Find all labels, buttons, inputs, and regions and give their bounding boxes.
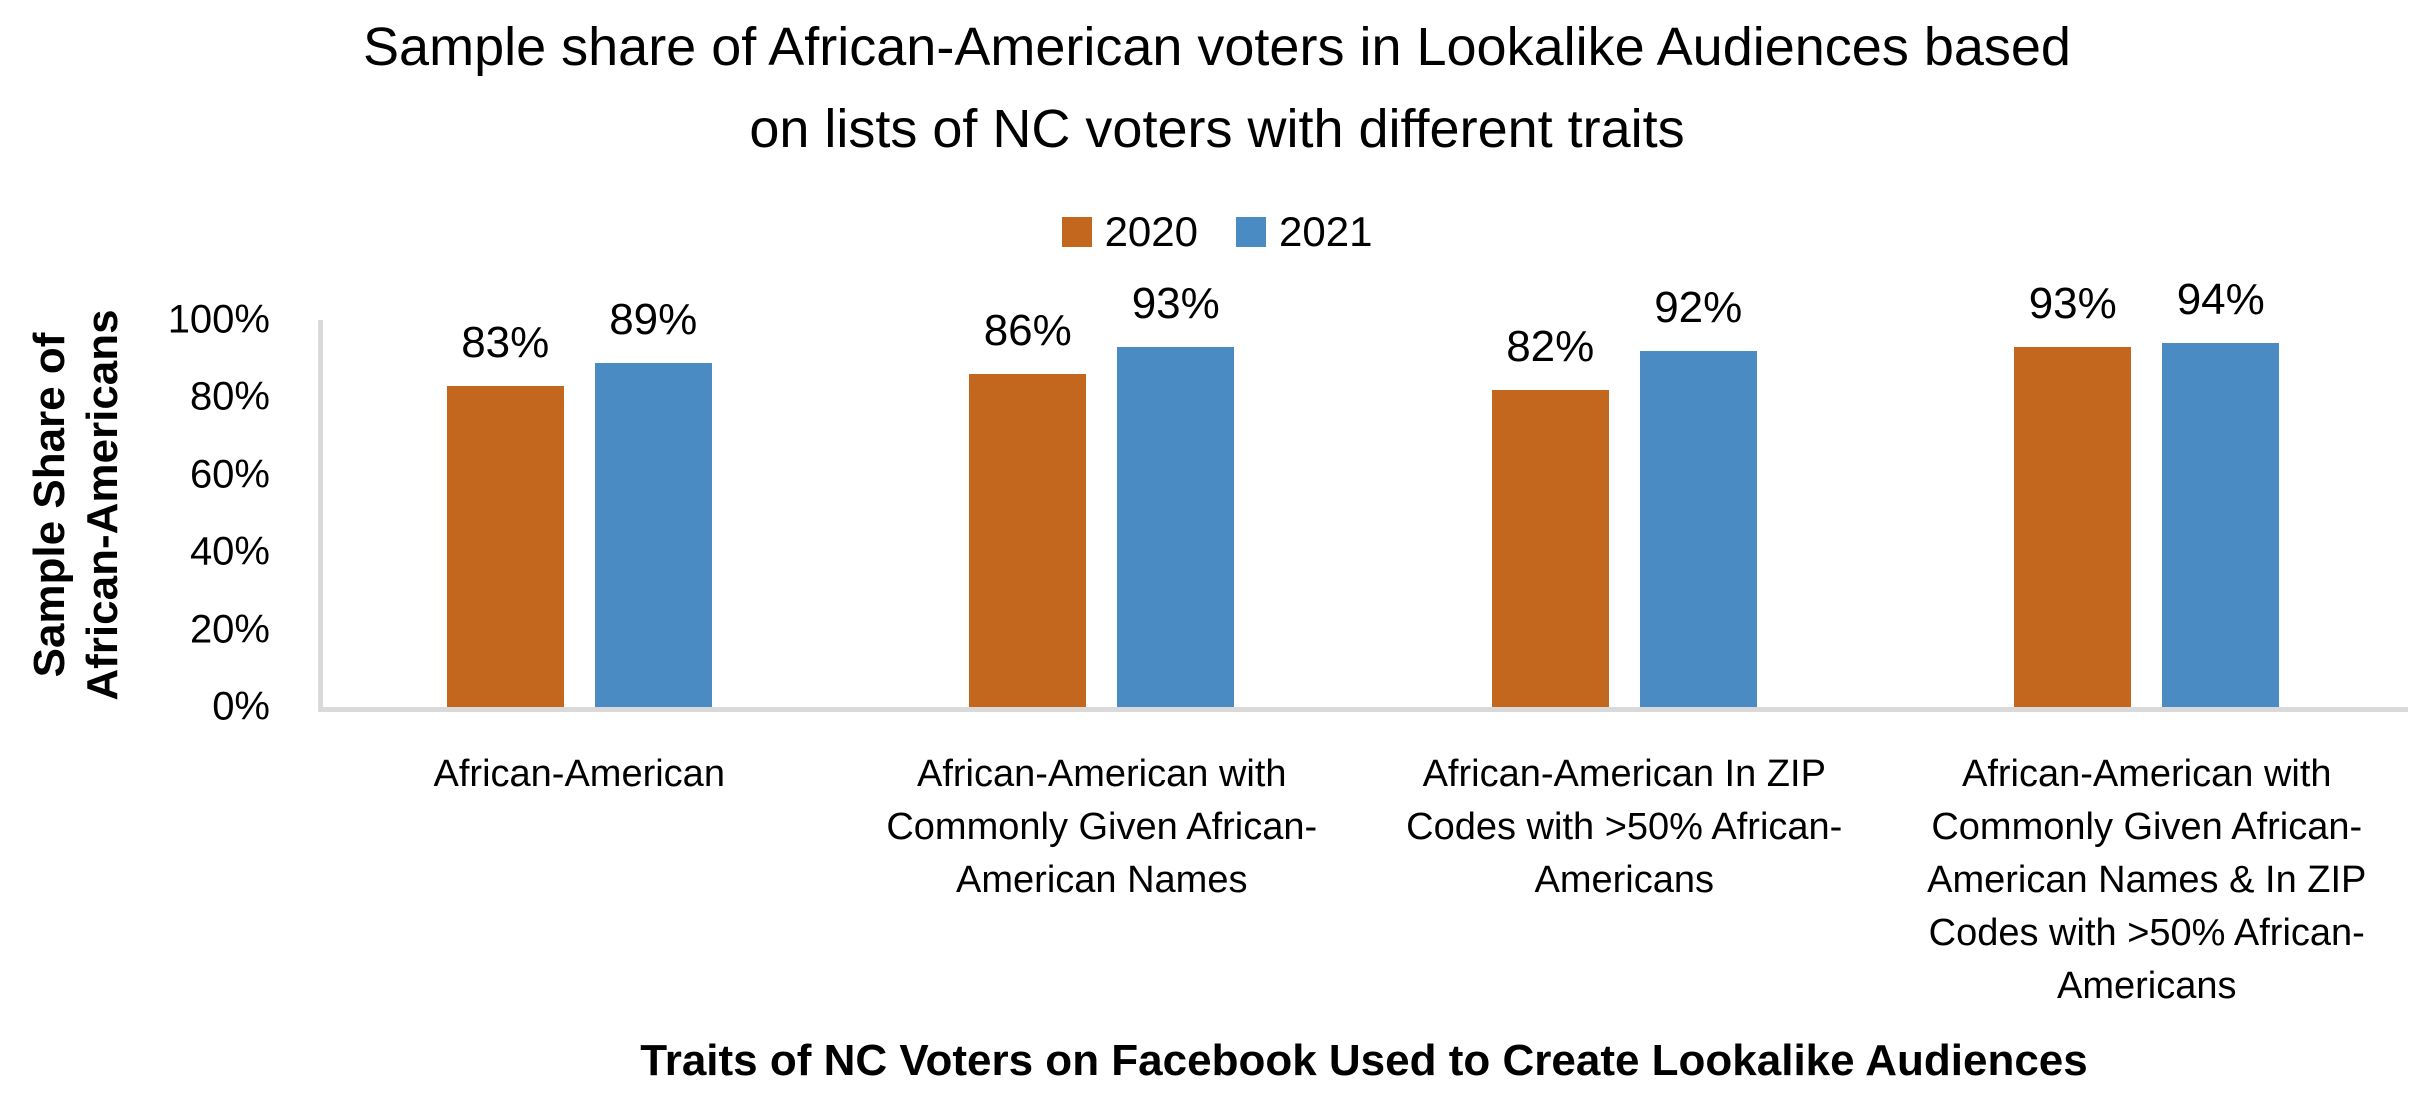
bar-2020-category-2: 82% xyxy=(1491,322,1609,707)
data-label-2021-category-1: 93% xyxy=(1131,279,1220,329)
data-label-2021-category-3: 94% xyxy=(2176,275,2265,325)
legend-swatch-2021 xyxy=(1236,217,1266,247)
x-axis-line xyxy=(318,707,2408,712)
bar-2020-category-1: 86% xyxy=(969,306,1087,707)
y-tick-0%: 0% xyxy=(212,684,270,729)
data-label-2020-category-2: 82% xyxy=(1506,321,1595,371)
x-axis-title: Traits of NC Voters on Facebook Used to … xyxy=(640,1036,2088,1085)
bar-group-0: 83% 89% African-American xyxy=(318,295,841,795)
bar-2021-category-3: 94% xyxy=(2162,275,2280,707)
chart-title: Sample share of African-American voters … xyxy=(363,17,2071,159)
legend-swatch-2020 xyxy=(1061,217,1092,247)
bar-group-2: 82% 92% African-American In ZIP Codes with… xyxy=(1363,283,1886,901)
bar-group-1: 86% 93% African-American with Commonly Giv… xyxy=(841,279,1364,901)
data-label-2021-category-2: 92% xyxy=(1654,282,1743,332)
data-label-2020-category-1: 86% xyxy=(983,306,1072,356)
legend-label-2020: 2020 xyxy=(1104,208,1198,255)
category-label-1: African-American with Commonly Given Afr… xyxy=(886,753,1318,901)
bar-2021-category-0: 89% xyxy=(594,295,712,707)
bar-2020-category-3: 93% xyxy=(2014,279,2132,707)
data-label-2021-category-0: 89% xyxy=(609,294,698,344)
bar-2021-category-2: 92% xyxy=(1639,283,1757,707)
bar-group-3: 93% 94% African-American with Commonly Giv… xyxy=(1886,275,2409,1007)
bar-2021-category-1: 93% xyxy=(1117,279,1235,707)
legend: 2020 2021 xyxy=(0,208,2434,256)
category-label-3: African-American with Commonly Given Afr… xyxy=(1927,753,2367,1007)
legend-item-2020: 2020 xyxy=(1061,208,1198,256)
y-tick-20%: 20% xyxy=(189,607,270,652)
y-tick-100%: 100% xyxy=(167,297,270,342)
legend-item-2021: 2021 xyxy=(1236,208,1372,256)
category-label-2: African-American In ZIP Codes with >50% … xyxy=(1406,753,1843,901)
y-tick-80%: 80% xyxy=(189,374,270,419)
data-label-2020-category-0: 83% xyxy=(461,317,550,367)
y-tick-40%: 40% xyxy=(189,529,270,574)
data-label-2020-category-3: 93% xyxy=(2028,279,2117,329)
y-tick-60%: 60% xyxy=(189,452,270,497)
bar-2020-category-0: 83% xyxy=(446,318,564,707)
y-axis-line xyxy=(318,320,323,707)
legend-label-2021: 2021 xyxy=(1279,208,1373,255)
category-label-0: African-American xyxy=(433,753,725,795)
